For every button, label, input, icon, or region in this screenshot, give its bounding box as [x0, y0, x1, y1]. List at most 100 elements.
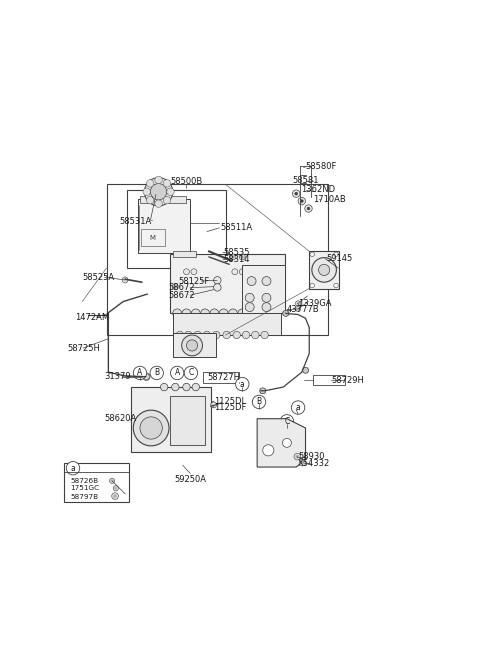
Circle shape [194, 331, 202, 338]
Bar [309, 251, 339, 289]
Circle shape [263, 445, 274, 456]
Circle shape [163, 180, 171, 187]
Circle shape [192, 383, 200, 391]
Text: 1125DL: 1125DL [215, 397, 247, 405]
Text: 58797B: 58797B [71, 494, 98, 500]
Circle shape [111, 480, 113, 482]
Text: 1362ND: 1362ND [301, 186, 335, 194]
Circle shape [160, 383, 168, 391]
Circle shape [292, 190, 300, 197]
Circle shape [183, 269, 190, 275]
Text: 31379: 31379 [105, 372, 131, 381]
Circle shape [294, 453, 300, 460]
Text: 58727H: 58727H [207, 373, 240, 382]
Text: 1472AM: 1472AM [75, 313, 109, 321]
Bar [140, 196, 186, 203]
Circle shape [240, 269, 245, 275]
Circle shape [112, 493, 119, 499]
Circle shape [146, 180, 154, 187]
Circle shape [163, 197, 171, 204]
Circle shape [252, 331, 259, 338]
Circle shape [219, 309, 228, 318]
Text: a: a [240, 380, 245, 388]
Circle shape [203, 331, 211, 338]
Circle shape [173, 309, 181, 318]
Circle shape [185, 331, 192, 338]
Circle shape [144, 374, 149, 380]
Circle shape [280, 415, 294, 428]
Text: C: C [188, 369, 193, 377]
Text: 1710AB: 1710AB [313, 195, 346, 204]
Circle shape [319, 264, 330, 276]
Text: M: M [149, 236, 155, 241]
Text: B: B [256, 398, 262, 407]
Circle shape [262, 293, 271, 302]
Circle shape [228, 309, 238, 318]
Circle shape [301, 461, 304, 464]
Circle shape [192, 309, 200, 318]
Circle shape [283, 310, 289, 316]
Text: A: A [175, 369, 180, 377]
Bar [107, 184, 328, 335]
Circle shape [305, 205, 312, 213]
Circle shape [298, 197, 306, 205]
Bar [127, 190, 226, 268]
Bar [170, 396, 205, 445]
Text: 43777B: 43777B [287, 305, 320, 314]
Bar [203, 372, 239, 383]
Text: a: a [71, 464, 75, 473]
Circle shape [184, 366, 198, 380]
Circle shape [109, 478, 115, 483]
Text: 58580F: 58580F [305, 162, 337, 171]
Text: 59145: 59145 [326, 255, 352, 263]
Circle shape [113, 485, 119, 491]
Circle shape [182, 309, 191, 318]
Text: 58525A: 58525A [83, 273, 114, 282]
Circle shape [232, 269, 238, 275]
Circle shape [201, 309, 210, 318]
Text: 58729H: 58729H [332, 376, 364, 385]
Text: C: C [284, 417, 289, 426]
Circle shape [167, 188, 174, 195]
Circle shape [262, 277, 271, 285]
Circle shape [261, 331, 268, 338]
Circle shape [133, 366, 147, 380]
Circle shape [133, 410, 169, 446]
Circle shape [210, 309, 219, 318]
Text: 58672: 58672 [168, 283, 194, 293]
Circle shape [238, 309, 247, 318]
Bar [64, 462, 129, 502]
Bar [170, 254, 285, 314]
Circle shape [260, 388, 266, 394]
Circle shape [155, 200, 162, 207]
Circle shape [233, 331, 240, 338]
Text: 58620A: 58620A [105, 414, 137, 423]
Circle shape [310, 252, 314, 256]
Circle shape [150, 366, 163, 380]
Bar [173, 313, 281, 335]
Circle shape [296, 455, 299, 458]
Text: 58531A: 58531A [119, 216, 151, 226]
Bar [173, 333, 216, 358]
Circle shape [170, 366, 184, 380]
Polygon shape [257, 419, 305, 467]
Circle shape [172, 383, 179, 391]
Text: 58581: 58581 [292, 176, 319, 185]
Text: 58726B: 58726B [71, 478, 98, 484]
Circle shape [245, 302, 254, 312]
Circle shape [66, 461, 80, 475]
Circle shape [186, 340, 198, 351]
Circle shape [307, 207, 310, 210]
Text: 58672: 58672 [168, 291, 194, 300]
Circle shape [172, 283, 178, 289]
Text: 58725H: 58725H [67, 344, 100, 352]
Text: 1339GA: 1339GA [298, 298, 332, 308]
Circle shape [310, 283, 314, 288]
Circle shape [282, 438, 291, 447]
Circle shape [302, 367, 309, 373]
Circle shape [242, 331, 250, 338]
Circle shape [143, 188, 150, 195]
Text: 58125F: 58125F [178, 277, 210, 285]
Bar [131, 387, 211, 452]
Text: 58500B: 58500B [170, 177, 203, 186]
